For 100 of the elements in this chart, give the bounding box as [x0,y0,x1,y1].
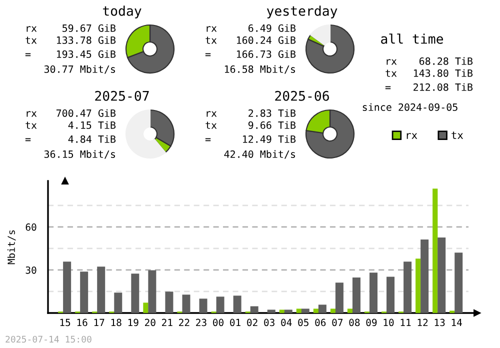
text: 59.67 GiB [62,24,116,32]
legend-label: tx [452,132,464,139]
x-tick-label: 23 [196,318,206,326]
bar [335,282,344,313]
bar [279,310,284,313]
bar [318,304,326,313]
text: 68.28 TiB [419,57,473,65]
x-tick-label: 17 [94,318,104,326]
text: tx [206,122,217,129]
x-tick-label: 12 [418,318,428,326]
text: 143.80 TiB [414,69,473,77]
text: rx [26,111,37,117]
bar [416,258,421,313]
x-tick-label: 18 [111,318,122,326]
text: 36.15 Mbit/s [44,150,116,159]
x-tick-label: 01 [230,318,240,326]
x-tick-label: 02 [247,318,258,326]
text: rx [386,59,397,65]
chart-title: today [102,6,142,18]
bar [454,252,463,313]
chart-title: 2025-06 [275,90,329,101]
x-tick-label: 21 [162,318,172,326]
x-tick-label: 15 [60,318,70,326]
x-tick-label: 04 [281,318,292,326]
x-tick-label: 19 [128,318,138,326]
chart-title: yesterday [266,6,338,18]
x-tick-label: 09 [366,318,377,326]
bar [420,240,429,313]
bar [313,308,319,313]
text: 166.73 GiB [237,50,296,58]
x-tick-label: 11 [400,318,411,326]
bar [404,262,412,313]
bar [347,308,353,313]
x-tick-label: 13 [434,318,445,326]
text: rx [206,111,217,117]
text: tx [386,70,397,77]
bar [216,296,224,313]
text: tx [26,122,37,129]
text: = [205,138,211,142]
bar [386,276,395,313]
bar [80,272,88,313]
bar [432,188,438,313]
bar [250,306,258,313]
text: 160.24 GiB [237,36,296,44]
x-tick-label: 10 [384,318,394,326]
text: 2025-07-14 15:00 [6,336,92,343]
donut-slice [305,109,355,159]
x-tick-label: 07 [332,318,343,326]
text: 700.47 GiB [56,109,116,117]
text: 30.77 Mbit/s [44,65,116,74]
bar [114,292,122,313]
x-tick-label: 16 [77,318,88,326]
text: = [205,53,211,56]
bar [296,308,302,313]
text: 12.49 TiB [243,135,296,143]
x-tick-label: 22 [179,318,190,326]
x-tick-label: 03 [264,318,274,326]
legend-label: rx [406,133,418,139]
text: tx [26,36,37,44]
y-tick-label: 60 [26,223,36,231]
text: = [25,53,31,56]
x-tick-label: 06 [315,318,326,326]
x-tick-label: 05 [298,318,308,326]
bar [352,278,360,313]
bar [284,310,292,313]
text: rx [26,26,37,32]
bar [131,274,140,313]
bar [233,296,242,313]
x-tick-label: 20 [145,318,156,326]
text: = [385,86,391,90]
y-tick-label: 30 [26,266,36,274]
bar [97,266,106,313]
bar [438,238,446,313]
donut-slice [127,24,175,74]
chart-title: 2025-07 [95,90,149,101]
donut-slice [305,24,355,74]
text: rx [206,26,217,32]
bar [148,270,156,313]
text: 6.49 GiB [248,24,296,32]
bar [267,310,276,313]
text: 133.78 GiB [57,36,116,44]
bar [330,308,336,313]
donut-slice [310,24,331,46]
text: since 2024-09-05 [362,103,458,111]
text: 4.15 TiB [68,121,116,129]
text: 4.84 TiB [68,135,116,143]
text: all time [381,34,443,44]
bar [199,298,208,313]
bar [63,262,72,313]
text: 2.83 TiB [248,109,296,117]
text: 42.40 Mbit/s [224,150,296,159]
text: 16.58 Mbit/s [224,65,296,74]
x-tick-label: 00 [213,318,224,326]
text: tx [206,36,217,44]
x-tick-label: 08 [349,318,360,326]
text: = [25,138,31,142]
donut-slice [125,109,166,159]
text: 212.08 TiB [414,83,473,91]
text: 9.66 TiB [248,121,296,129]
bar [165,292,174,313]
